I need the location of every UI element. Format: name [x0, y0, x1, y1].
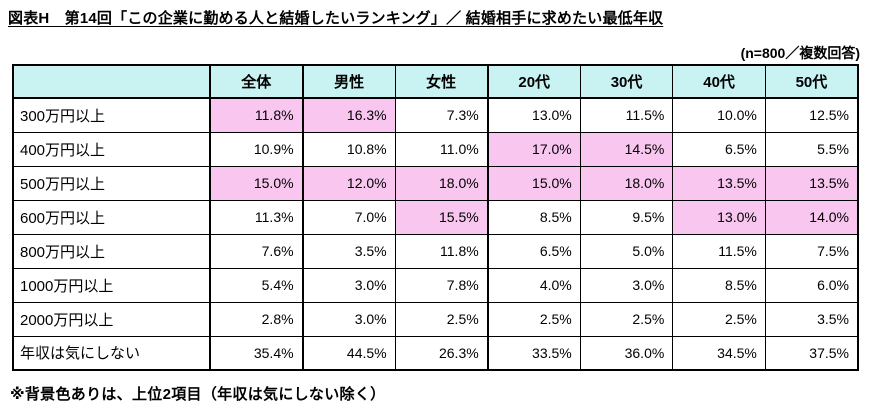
value-cell-3-6: 14.0%: [764, 199, 859, 235]
table-row-6: 2000万円以上 2.8% 3.0% 2.5% 2.5% 2.5% 2.5% 3.5%: [12, 301, 859, 337]
value-cell-7-2: 26.3%: [394, 335, 489, 371]
table-row-5: 1000万円以上 5.4% 3.0% 7.8% 4.0% 3.0% 8.5% 6.0%: [12, 267, 859, 303]
value-cell-7-4: 36.0%: [579, 335, 674, 371]
value-cell-5-0: 5.4%: [209, 267, 304, 303]
figure-title: 図表H 第14回「この企業に勤める人と結婚したいランキング」／ 結婚相手に求めた…: [8, 10, 664, 27]
column-header-0: 全体: [209, 64, 304, 99]
value-cell-2-6: 13.5%: [764, 165, 859, 201]
value-cell-1-4: 14.5%: [579, 131, 674, 167]
table-row-7: 年収は気にしない 35.4% 44.5% 26.3% 33.5% 36.0% 34.5% 37…: [12, 335, 859, 371]
value-cell-2-1: 12.0%: [301, 165, 396, 201]
value-cell-5-4: 3.0%: [579, 267, 674, 303]
value-cell-0-3: 13.0%: [486, 97, 581, 133]
column-header-5: 40代: [672, 64, 766, 99]
value-cell-0-5: 10.0%: [672, 97, 766, 133]
column-header-2: 女性: [394, 64, 489, 99]
row-label-1: 400万円以上: [12, 131, 211, 167]
sample-size-note: (n=800／複数回答): [740, 45, 860, 61]
value-cell-7-0: 35.4%: [209, 335, 304, 371]
value-cell-1-2: 11.0%: [394, 131, 489, 167]
value-cell-5-1: 3.0%: [301, 267, 396, 303]
table-row-4: 800万円以上 7.6% 3.5% 11.8% 6.5% 5.0% 11.5% 7.5%: [12, 233, 859, 269]
value-cell-3-1: 7.0%: [301, 199, 396, 235]
value-cell-4-0: 7.6%: [209, 233, 304, 269]
value-cell-3-0: 11.3%: [209, 199, 304, 235]
row-label-4: 800万円以上: [12, 233, 211, 269]
value-cell-5-6: 6.0%: [764, 267, 859, 303]
corner-cell: [12, 64, 211, 99]
value-cell-5-5: 8.5%: [672, 267, 766, 303]
value-cell-2-3: 15.0%: [486, 165, 581, 201]
value-cell-2-2: 18.0%: [394, 165, 489, 201]
value-cell-4-3: 6.5%: [486, 233, 581, 269]
value-cell-6-2: 2.5%: [394, 301, 489, 337]
value-cell-0-6: 12.5%: [764, 97, 859, 133]
row-label-5: 1000万円以上: [12, 267, 211, 303]
column-header-6: 50代: [764, 64, 859, 99]
row-label-2: 500万円以上: [12, 165, 211, 201]
value-cell-6-3: 2.5%: [486, 301, 581, 337]
column-header-3: 20代: [486, 64, 581, 99]
column-header-4: 30代: [579, 64, 674, 99]
value-cell-3-5: 13.0%: [672, 199, 766, 235]
value-cell-3-2: 15.5%: [394, 199, 489, 235]
value-cell-4-4: 5.0%: [579, 233, 674, 269]
value-cell-1-3: 17.0%: [486, 131, 581, 167]
row-label-6: 2000万円以上: [12, 301, 211, 337]
value-cell-6-5: 2.5%: [672, 301, 766, 337]
value-cell-7-5: 34.5%: [672, 335, 766, 371]
value-cell-5-2: 7.8%: [394, 267, 489, 303]
table-row-1: 400万円以上 10.9% 10.8% 11.0% 17.0% 14.5% 6.5% 5.5%: [12, 131, 859, 167]
footnote: ※背景色ありは、上位2項目（年収は気にしない除く）: [10, 386, 386, 403]
value-cell-2-0: 15.0%: [209, 165, 304, 201]
value-cell-0-1: 16.3%: [301, 97, 396, 133]
row-label-3: 600万円以上: [12, 199, 211, 235]
row-label-0: 300万円以上: [12, 97, 211, 133]
value-cell-5-3: 4.0%: [486, 267, 581, 303]
value-cell-6-4: 2.5%: [579, 301, 674, 337]
value-cell-0-0: 11.8%: [209, 97, 304, 133]
value-cell-1-5: 6.5%: [672, 131, 766, 167]
value-cell-1-1: 10.8%: [301, 131, 396, 167]
value-cell-3-3: 8.5%: [486, 199, 581, 235]
value-cell-4-1: 3.5%: [301, 233, 396, 269]
value-cell-4-2: 11.8%: [394, 233, 489, 269]
value-cell-6-0: 2.8%: [209, 301, 304, 337]
value-cell-6-6: 3.5%: [764, 301, 859, 337]
value-cell-4-6: 7.5%: [764, 233, 859, 269]
data-table: 全体 男性 女性 20代 30代 40代 50代 300万円以上 11.8% 16.3% 7.3% 1…: [12, 64, 859, 371]
value-cell-1-0: 10.9%: [209, 131, 304, 167]
value-cell-6-1: 3.0%: [301, 301, 396, 337]
value-cell-3-4: 9.5%: [579, 199, 674, 235]
value-cell-0-2: 7.3%: [394, 97, 489, 133]
value-cell-2-4: 18.0%: [579, 165, 674, 201]
value-cell-4-5: 11.5%: [672, 233, 766, 269]
table-row-2: 500万円以上 15.0% 12.0% 18.0% 15.0% 18.0% 13.5% 13.…: [12, 165, 859, 201]
table-row-3: 600万円以上 11.3% 7.0% 15.5% 8.5% 9.5% 13.0% 14.0%: [12, 199, 859, 235]
value-cell-0-4: 11.5%: [579, 97, 674, 133]
table-row-0: 300万円以上 11.8% 16.3% 7.3% 13.0% 11.5% 10.0% 12.5…: [12, 97, 859, 133]
value-cell-7-1: 44.5%: [301, 335, 396, 371]
table-header-row: 全体 男性 女性 20代 30代 40代 50代: [12, 64, 859, 99]
column-header-1: 男性: [301, 64, 396, 99]
value-cell-1-6: 5.5%: [764, 131, 859, 167]
row-label-7: 年収は気にしない: [12, 335, 211, 371]
value-cell-2-5: 13.5%: [672, 165, 766, 201]
value-cell-7-6: 37.5%: [764, 335, 859, 371]
value-cell-7-3: 33.5%: [486, 335, 581, 371]
